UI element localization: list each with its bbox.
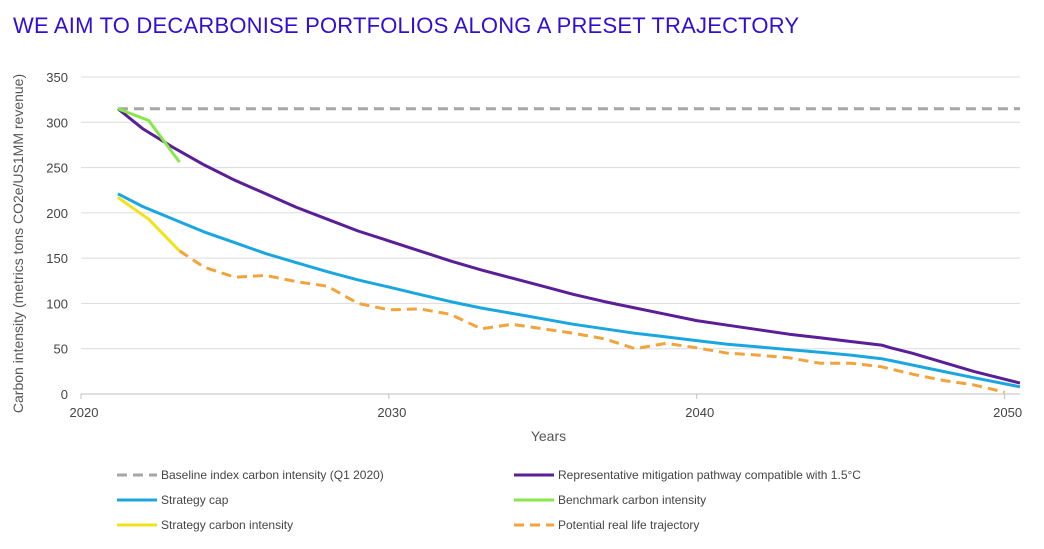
- legend-label: Baseline index carbon intensity (Q1 2020…: [161, 468, 384, 482]
- series-benchmark: [117, 107, 181, 163]
- legend-label: Potential real life trajectory: [558, 518, 699, 532]
- series-real-life: [178, 249, 1005, 394]
- y-tick-labels: 0 50 100 150 200 250 300 350: [46, 70, 68, 402]
- x-tick-2030: 2030: [377, 405, 406, 420]
- y-tick-250: 250: [46, 161, 68, 176]
- x-tick-2050: 2050: [993, 405, 1022, 420]
- legend-item-strategy-cap: Strategy cap: [117, 493, 229, 507]
- x-axis-label: Years: [531, 428, 566, 444]
- y-tick-200: 200: [46, 206, 68, 221]
- legend: Baseline index carbon intensity (Q1 2020…: [117, 468, 861, 532]
- gridlines: [81, 76, 1020, 395]
- page-title: WE AIM TO DECARBONISE PORTFOLIOS ALONG A…: [13, 13, 800, 38]
- legend-label: Strategy carbon intensity: [161, 518, 293, 532]
- legend-label: Strategy cap: [161, 493, 229, 507]
- y-tick-0: 0: [61, 387, 68, 402]
- y-tick-150: 150: [46, 251, 68, 266]
- legend-label: Representative mitigation pathway compat…: [558, 468, 861, 482]
- series-strategy-ci: [117, 196, 181, 252]
- legend-item-real-life: Potential real life trajectory: [514, 518, 699, 532]
- y-tick-100: 100: [46, 296, 68, 311]
- y-axis-label: Carbon intensity (metrics tons CO2e/US1M…: [10, 74, 26, 413]
- legend-item-strategy-ci: Strategy carbon intensity: [117, 518, 293, 532]
- legend-item-baseline: Baseline index carbon intensity (Q1 2020…: [117, 468, 384, 482]
- y-tick-350: 350: [46, 70, 68, 85]
- x-tick-labels: 2020 2030 2040 2050: [70, 394, 1022, 420]
- legend-item-mitigation: Representative mitigation pathway compat…: [514, 468, 861, 482]
- y-tick-300: 300: [46, 115, 68, 130]
- series-strategy-cap: [117, 192, 1021, 389]
- series-lines: [116, 107, 1021, 394]
- series-mitigation: [116, 107, 1021, 385]
- legend-item-benchmark: Benchmark carbon intensity: [514, 493, 706, 507]
- x-tick-2040: 2040: [685, 405, 714, 420]
- legend-label: Benchmark carbon intensity: [558, 493, 706, 507]
- x-tick-2020: 2020: [70, 405, 99, 420]
- y-tick-50: 50: [54, 342, 68, 357]
